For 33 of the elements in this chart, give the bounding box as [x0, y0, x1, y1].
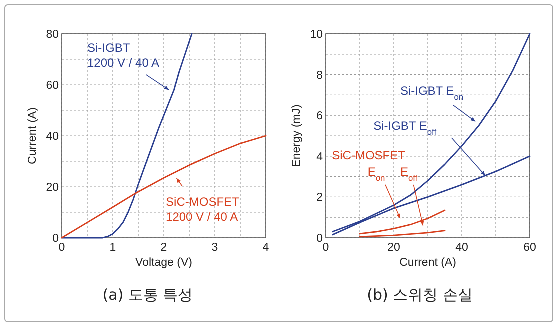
y-tick-label: 10 — [310, 29, 323, 41]
y-axis-title: Current (A) — [27, 107, 39, 164]
y-tick-label: 4 — [316, 151, 324, 164]
x-tick-label: 60 — [524, 242, 536, 254]
y-tick-label: 20 — [46, 182, 59, 194]
y-tick-label: 0 — [316, 233, 323, 245]
y-tick-label: 60 — [46, 80, 59, 92]
text: (a) 도통 특성 — [102, 286, 194, 304]
annotation: SiC-MOSFET — [332, 148, 406, 162]
text: E$_{on}$ — [368, 164, 386, 183]
y-axis-title: Energy (mJ) — [291, 104, 303, 168]
text: Si-IGBT E$_{on}$ — [400, 84, 464, 102]
y-tick-label: 6 — [316, 110, 323, 123]
y-tick-label: 40 — [46, 131, 59, 143]
x-tick-label: 40 — [456, 242, 468, 254]
y-tick-label: 8 — [316, 70, 323, 82]
y-tick-label: 80 — [46, 29, 59, 41]
x-tick-label: 2 — [160, 242, 168, 254]
x-axis-title: Current (A) — [400, 257, 457, 269]
x-tick-label: 20 — [388, 242, 400, 254]
x-tick-label: 1 — [110, 242, 116, 254]
x-tick-label: 4 — [262, 242, 270, 254]
text: (b) 스위칭 손실 — [367, 286, 473, 304]
y-tick-label: 2 — [316, 192, 323, 204]
y-tick-label: 0 — [52, 233, 59, 245]
text: E$_{off}$ — [400, 164, 418, 183]
x-axis-title: Voltage (V) — [136, 257, 193, 269]
x-tick-label: 3 — [212, 242, 218, 254]
line-series — [332, 33, 531, 233]
line-series — [359, 210, 446, 235]
series-label: Si-IGBT 1200 V / 40 A — [88, 40, 160, 70]
legend-label: SiC-MOSFET 1200 V / 40 A — [166, 195, 240, 224]
text: Si-IGBT E$_{off}$ — [374, 118, 438, 137]
